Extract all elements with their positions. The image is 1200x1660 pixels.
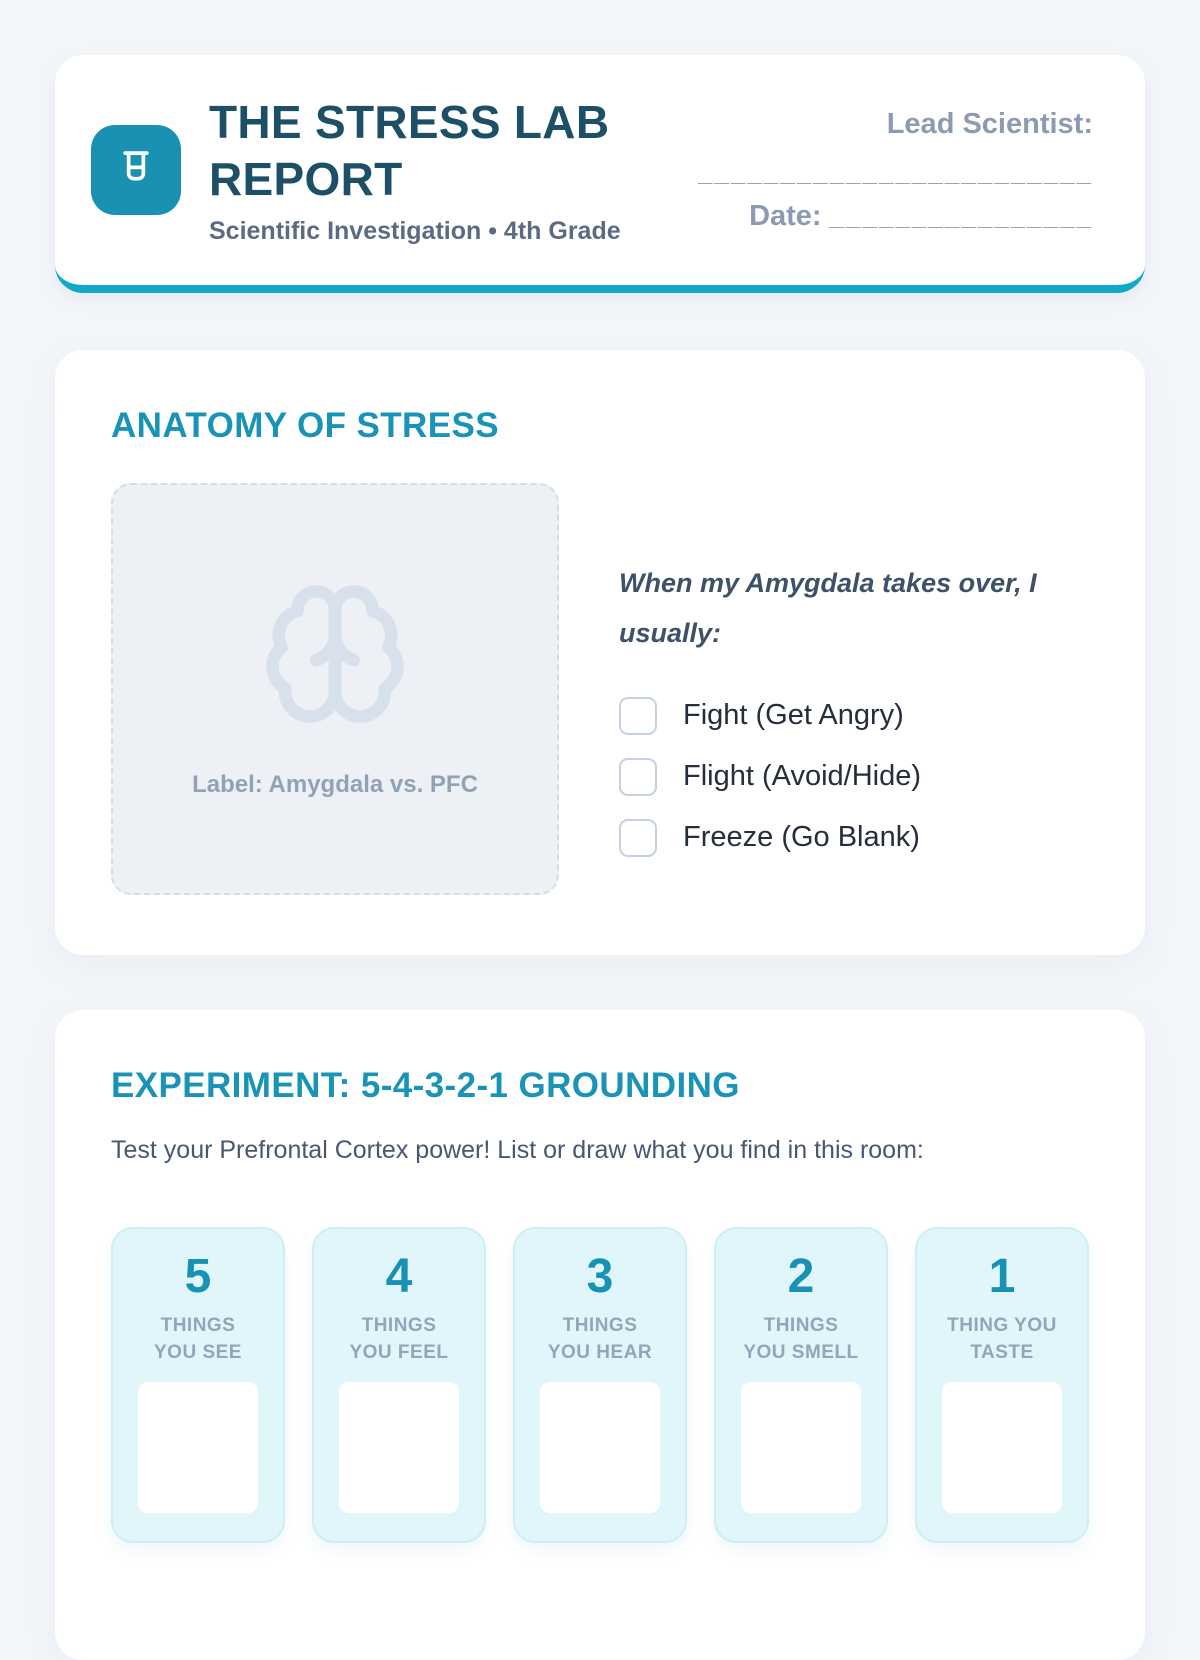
byline-block: Lead Scientist: ________________________… — [698, 108, 1093, 233]
page-title: THE STRESS LAB REPORT — [209, 96, 610, 205]
sense-label: THINGS YOU SMELL — [743, 1315, 859, 1363]
sense-writing-area[interactable] — [540, 1382, 660, 1513]
sense-writing-area[interactable] — [741, 1382, 861, 1513]
beaker-icon — [91, 125, 181, 215]
sense-writing-area[interactable] — [339, 1382, 459, 1513]
sense-writing-area[interactable] — [138, 1382, 258, 1513]
sense-number: 1 — [988, 1250, 1016, 1303]
brain-icon — [266, 585, 404, 723]
sense-card: 5 THINGS YOU SEE — [111, 1227, 285, 1543]
grounding-grid: 5 THINGS YOU SEE 4 THINGS YOU FEEL 3 THI… — [111, 1227, 1089, 1543]
page-subtitle: Scientific Investigation • 4th Grade — [209, 216, 621, 245]
experiment-section: EXPERIMENT: 5-4-3-2-1 GROUNDING Test you… — [55, 1010, 1145, 1660]
anatomy-section: ANATOMY OF STRESS Label: Amygdala vs. PF… — [55, 350, 1145, 955]
experiment-heading: EXPERIMENT: 5-4-3-2-1 GROUNDING — [111, 1066, 740, 1105]
stress-response-options: Fight (Get Angry) Flight (Avoid/Hide) Fr… — [619, 696, 1089, 857]
sense-writing-area[interactable] — [942, 1382, 1062, 1513]
title-block: THE STRESS LAB REPORT Scientific Investi… — [209, 94, 649, 245]
anatomy-heading: ANATOMY OF STRESS — [111, 406, 499, 445]
experiment-instructions: Test your Prefrontal Cortex power! List … — [111, 1136, 924, 1164]
sense-number: 4 — [385, 1250, 413, 1303]
drawing-label: Label: Amygdala vs. PFC — [192, 771, 478, 798]
stress-response-option[interactable]: Freeze (Go Blank) — [619, 818, 1089, 857]
stress-response-column: When my Amygdala takes over, I usually: … — [619, 483, 1089, 895]
sense-card: 2 THINGS YOU SMELL — [714, 1227, 888, 1543]
sense-number: 2 — [787, 1250, 815, 1303]
stress-response-option[interactable]: Flight (Avoid/Hide) — [619, 757, 1089, 796]
sense-label: THINGS YOU SEE — [154, 1315, 242, 1363]
sense-number: 3 — [586, 1250, 614, 1303]
lead-scientist-blank-field[interactable]: ________________________ — [697, 156, 1093, 187]
option-label: Flight (Avoid/Hide) — [683, 760, 922, 793]
sense-card: 4 THINGS YOU FEEL — [312, 1227, 486, 1543]
date-label: Date: — [749, 199, 822, 232]
sense-card: 1 THING YOU TASTE — [915, 1227, 1089, 1543]
lead-scientist-label: Lead Scientist: — [886, 107, 1093, 140]
sense-label: THINGS YOU HEAR — [547, 1315, 653, 1363]
checkbox[interactable] — [619, 757, 657, 796]
checkbox[interactable] — [619, 696, 657, 735]
sense-label: THING YOU TASTE — [947, 1315, 1057, 1363]
option-label: Freeze (Go Blank) — [683, 821, 920, 854]
stress-response-option[interactable]: Fight (Get Angry) — [619, 696, 1089, 735]
brain-drawing-area[interactable]: Label: Amygdala vs. PFC — [111, 483, 559, 895]
amygdala-prompt: When my Amygdala takes over, I usually: — [619, 568, 1037, 648]
sense-label: THINGS YOU FEEL — [349, 1315, 449, 1363]
sense-number: 5 — [184, 1250, 212, 1303]
checkbox[interactable] — [619, 818, 657, 857]
date-blank-field[interactable]: ________________ — [829, 200, 1093, 231]
header-card: THE STRESS LAB REPORT Scientific Investi… — [55, 55, 1145, 293]
option-label: Fight (Get Angry) — [683, 699, 904, 732]
sense-card: 3 THINGS YOU HEAR — [513, 1227, 687, 1543]
